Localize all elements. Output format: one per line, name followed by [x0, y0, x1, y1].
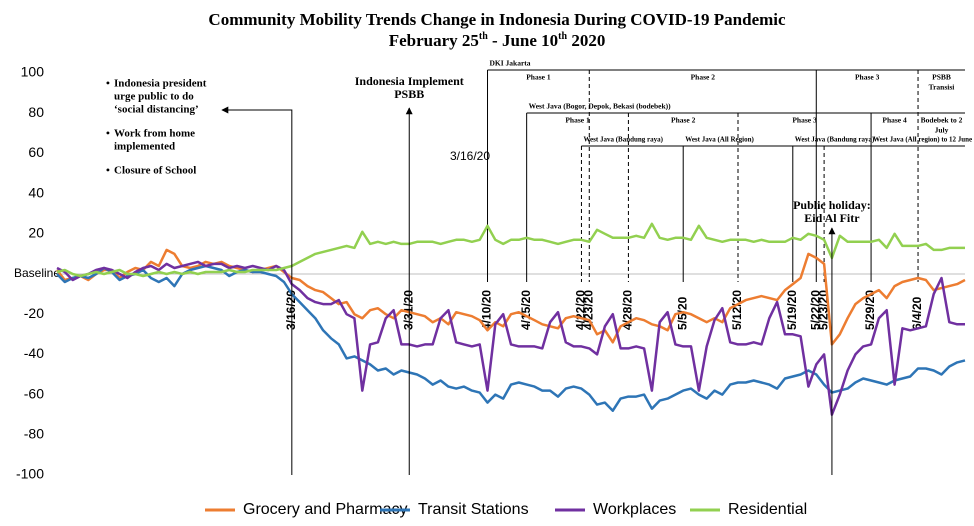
subtitle-part: February 25 — [389, 31, 479, 50]
date-marker-label: 6/4/20 — [910, 296, 924, 330]
date-marker-label: 5/12/20 — [730, 290, 744, 330]
phase-label: Phase 1 — [565, 116, 590, 125]
phase-label: Phase 3 — [792, 116, 817, 125]
date-marker-label: 3/31/20 — [401, 290, 415, 330]
series-line — [56, 248, 966, 346]
note-text: ‘social distancing’ — [114, 104, 199, 116]
series-line — [56, 260, 965, 416]
phase-label: July — [935, 126, 949, 135]
bullet: • — [106, 128, 110, 140]
y-tick-label: -20 — [24, 305, 44, 321]
y-tick-label: 60 — [28, 144, 44, 160]
y-tick-label: 40 — [28, 184, 44, 200]
bullet: • — [106, 78, 110, 90]
phase-label: Phase 2 — [691, 73, 716, 82]
phase-label: Phase 1 — [526, 73, 551, 82]
phase-region: West Java (Bogor, Depok, Bekasi (bodebek… — [529, 102, 672, 111]
bullet: • — [106, 165, 110, 177]
series-line — [56, 222, 965, 278]
date-marker-label: 4/10/20 — [480, 290, 494, 330]
annotation-text: Public holiday: — [793, 198, 871, 212]
date-marker-label: 5/19/20 — [785, 290, 799, 330]
date-marker-label: 4/15/20 — [519, 290, 533, 330]
phase-label: Phase 2 — [671, 116, 696, 125]
legend-label: Workplaces — [593, 501, 676, 518]
phase-label: West Java (Bandung raya) — [795, 136, 875, 144]
note-text: Closure of School — [114, 165, 196, 177]
y-tick-label: -40 — [24, 345, 44, 361]
y-tick-label: -80 — [24, 426, 44, 442]
note-text: Indonesia president — [114, 78, 207, 90]
phase-region: DKI Jakarta — [490, 59, 531, 68]
subtitle-part: - June 10 — [488, 31, 558, 50]
y-tick-label: Baseline — [14, 266, 60, 280]
phase-label: PSBB — [932, 73, 951, 82]
date-marker-label: 5/29/20 — [863, 290, 877, 330]
phase-label: Transisi — [929, 83, 955, 92]
note-text: urge public to do — [114, 91, 194, 103]
y-tick-label: -100 — [16, 466, 44, 482]
note-text: Work from home — [114, 128, 195, 140]
annotation-text: Eid Al Fitr — [804, 211, 860, 225]
y-tick-label: -60 — [24, 385, 44, 401]
phase-label: Phase 3 — [855, 73, 880, 82]
y-tick-label: 20 — [28, 225, 44, 241]
note-text: implemented — [114, 141, 175, 153]
subtitle-part: th — [558, 31, 567, 42]
legend-label: Grocery and Pharmacy — [243, 501, 408, 518]
subtitle-part: 2020 — [567, 31, 605, 50]
chart-subtitle: February 25th - June 10th 2020 — [389, 31, 606, 50]
y-tick-label: 80 — [28, 104, 44, 120]
legend-label: Residential — [728, 501, 807, 518]
date-marker-label: 5/22/20 — [808, 290, 822, 330]
phase-label: Bodebek to 2 — [921, 116, 963, 125]
notes-arrow — [221, 106, 293, 475]
date-note: 3/16/20 — [450, 149, 490, 163]
date-marker-label: 3/16/20 — [284, 290, 298, 330]
y-tick-label: 100 — [21, 64, 45, 80]
phase-label: Phase 4 — [882, 116, 907, 125]
date-marker-label: 4/23/20 — [581, 290, 595, 330]
phase-label: West Java (Bandung raya) — [583, 136, 663, 144]
legend-label: Transit Stations — [418, 501, 529, 518]
phase-label: West Java (All Region) — [685, 136, 754, 144]
subtitle-part: th — [479, 31, 488, 42]
chart-title: Community Mobility Trends Change in Indo… — [208, 10, 786, 29]
annotation-text: Indonesia Implement — [355, 74, 464, 88]
annotation-text: PSBB — [394, 87, 424, 101]
phase-label: West Java (All region) to 12 June — [873, 136, 972, 144]
